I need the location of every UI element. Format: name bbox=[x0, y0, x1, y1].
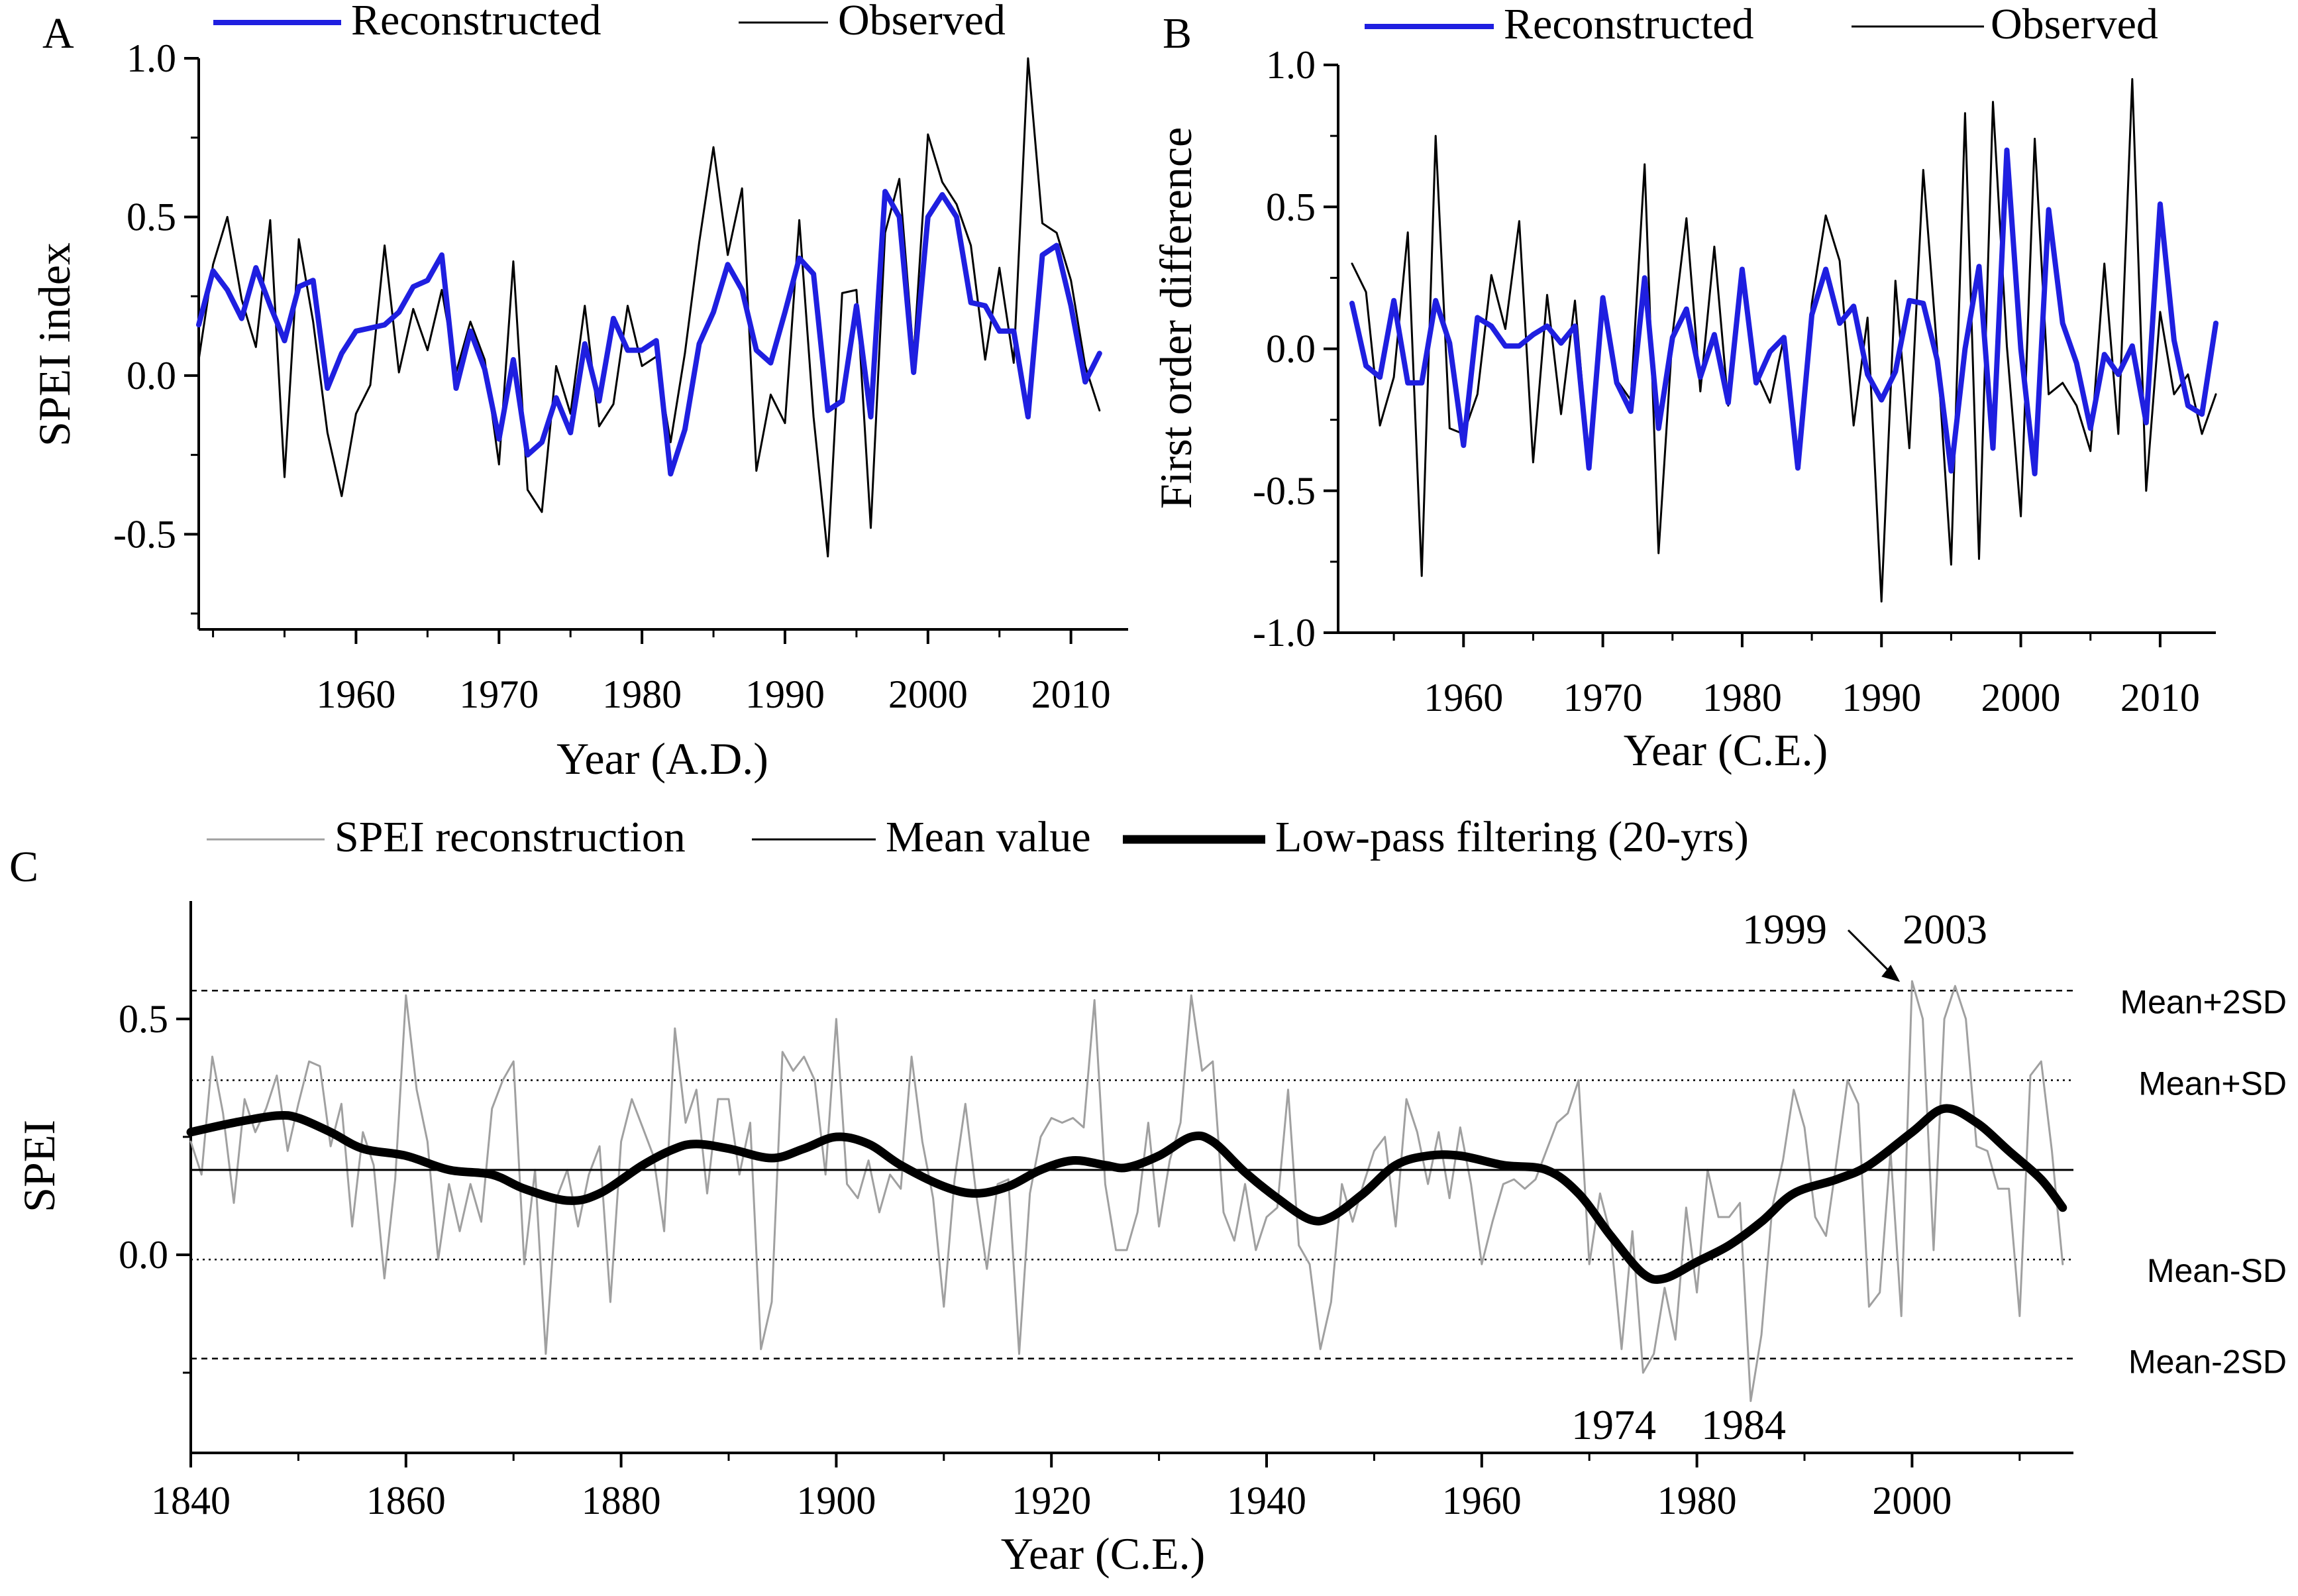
x-axis-title: Year (C.E.) bbox=[1624, 725, 1828, 775]
y-tick-label: 0.5 bbox=[119, 997, 168, 1041]
legend-label-observed: Observed bbox=[1991, 0, 2158, 48]
reference-line-label: Mean+SD bbox=[2138, 1065, 2287, 1102]
x-tick-label: 2000 bbox=[888, 672, 968, 716]
x-tick-label: 1970 bbox=[1563, 676, 1643, 719]
x-tick-label: 1960 bbox=[316, 672, 395, 716]
y-tick-label: 0.5 bbox=[1266, 185, 1316, 229]
y-tick-label: -1.0 bbox=[1253, 611, 1316, 655]
y-tick-label: 0.0 bbox=[127, 354, 176, 398]
panel-b: 1960 1970 1980 1990 2000 2010 -1.0 -0.5 0.0 0.5 1.… bbox=[1151, 0, 2219, 775]
panel-letter-b: B bbox=[1163, 9, 1192, 58]
x-tick-label: 1970 bbox=[459, 672, 539, 716]
x-tick-label: 1900 bbox=[796, 1479, 876, 1522]
x-tick-label: 2010 bbox=[2120, 676, 2200, 719]
x-tick-label: 1940 bbox=[1227, 1479, 1306, 1522]
x-tick-label: 1980 bbox=[1657, 1479, 1737, 1522]
x-tick-label: 1960 bbox=[1442, 1479, 1522, 1522]
legend-label-reconstructed: Reconstructed bbox=[1504, 0, 1754, 48]
y-tick-label: 0.5 bbox=[127, 195, 176, 239]
reference-line-label: Mean+2SD bbox=[2120, 983, 2287, 1020]
x-tick-label: 2010 bbox=[1031, 672, 1111, 716]
legend-label-mean-value: Mean value bbox=[886, 813, 1091, 861]
x-tick-label: 1880 bbox=[582, 1479, 661, 1522]
legend-label-spei-reconstruction: SPEI reconstruction bbox=[335, 813, 686, 861]
spei-reconstruction-line bbox=[189, 980, 2064, 1403]
x-tick-label: 1990 bbox=[745, 672, 825, 716]
x-tick-label: 1990 bbox=[1842, 676, 1921, 719]
x-tick-label: 1960 bbox=[1424, 676, 1503, 719]
x-tick-label: 2000 bbox=[1872, 1479, 1952, 1522]
panel-a: 1960 1970 1980 1990 2000 2010 -0.5 0.0 0.5 1.0 Yea… bbox=[29, 0, 1128, 784]
y-tick-label: -0.5 bbox=[1253, 469, 1316, 513]
x-axis-title: Year (C.E.) bbox=[1001, 1528, 1206, 1579]
legend-label-low-pass: Low-pass filtering (20-yrs) bbox=[1275, 813, 1749, 861]
reconstructed-series-line bbox=[196, 189, 1102, 477]
y-axis-title: SPEI bbox=[14, 1120, 64, 1212]
x-axis-title: Year (A.D.) bbox=[556, 733, 768, 784]
x-tick-label: 1860 bbox=[366, 1479, 446, 1522]
x-tick-label: 1840 bbox=[151, 1479, 231, 1522]
y-tick-label: -0.5 bbox=[113, 512, 176, 556]
y-tick-label: 0.0 bbox=[119, 1233, 168, 1277]
panel-letter-c: C bbox=[9, 843, 38, 891]
annotation-year: 1984 bbox=[1701, 1401, 1786, 1448]
y-tick-label: 1.0 bbox=[1266, 43, 1316, 87]
legend-label-observed: Observed bbox=[838, 0, 1006, 44]
y-axis-title: SPEI index bbox=[29, 242, 79, 447]
reconstructed-series-line bbox=[1349, 147, 2219, 476]
y-tick-label: 0.0 bbox=[1266, 327, 1316, 371]
reference-line-label: Mean-SD bbox=[2147, 1252, 2287, 1289]
y-axis-title: First order difference bbox=[1151, 127, 1201, 509]
annotation-year: 1999 bbox=[1742, 906, 1827, 953]
x-tick-label: 1920 bbox=[1012, 1479, 1091, 1522]
legend-label-reconstructed: Reconstructed bbox=[351, 0, 601, 44]
low-pass-filter-curve bbox=[186, 1104, 2067, 1284]
annotation-arrow-head bbox=[1881, 965, 1901, 983]
annotation-year: 2003 bbox=[1903, 906, 1987, 953]
panel-c: 1840 1860 1880 1900 1920 1940 1960 1980 2000 0.0 0… bbox=[14, 813, 2287, 1579]
y-tick-label: 1.0 bbox=[127, 36, 176, 80]
panel-letter-a: A bbox=[42, 9, 74, 58]
reference-line-label: Mean-2SD bbox=[2128, 1344, 2287, 1381]
x-tick-label: 1980 bbox=[602, 672, 682, 716]
annotation-year: 1974 bbox=[1571, 1401, 1656, 1448]
x-tick-label: 1980 bbox=[1702, 676, 1782, 719]
observed-series-line bbox=[197, 57, 1101, 558]
x-tick-label: 2000 bbox=[1981, 676, 2061, 719]
